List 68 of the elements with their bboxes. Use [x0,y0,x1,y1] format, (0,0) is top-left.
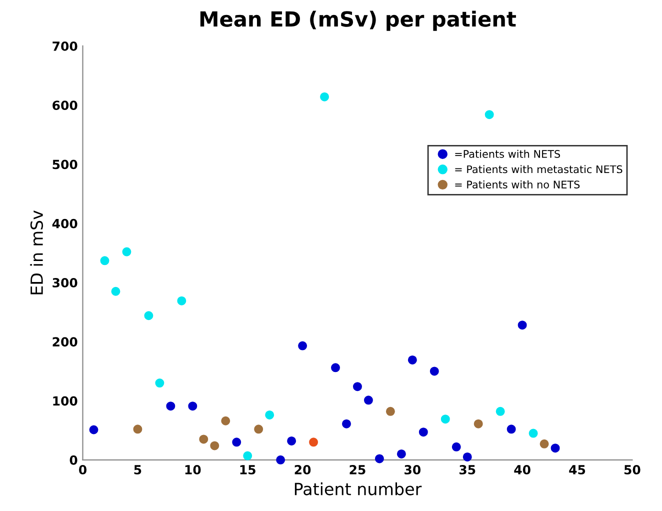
point [342,419,351,428]
point [440,414,450,424]
point [331,363,340,372]
point [352,382,362,392]
point [89,425,98,434]
point [210,441,220,450]
point [396,449,406,458]
point [386,406,395,416]
point [177,296,186,306]
x-tick-label: 10 [185,464,201,474]
point [320,92,330,102]
point [298,341,308,350]
x-tick-label: 15 [240,465,256,474]
point [408,355,417,364]
point [287,436,296,446]
y-tick-label: 500 [52,160,78,170]
point [484,110,494,120]
x-tick-label: 20 [294,464,311,474]
x-tick-label: 40 [514,464,530,474]
point [474,419,483,428]
point [221,416,230,426]
x-tick-label: 45 [569,465,586,474]
y-tick-label: 100 [53,396,78,406]
point [364,396,373,405]
point [506,424,516,434]
point [418,428,428,437]
point [199,434,208,444]
x-tick-label: 35 [460,464,476,474]
point [430,366,439,376]
point [276,455,286,464]
y-tick-label: 300 [52,278,78,288]
x-tick-label: 30 [404,464,421,474]
legend-label: = Patients with no NETS [455,180,580,188]
legend-label: =Patients with NETS [455,150,560,158]
point [528,428,538,438]
point [232,438,242,447]
legend-label: = Patients with metastatic NETS [455,165,622,174]
y-tick-label: 0 [70,455,78,465]
point [100,256,110,266]
point [496,406,505,416]
point [144,311,154,320]
y-axis-title: ED in mSv [30,210,44,294]
point [518,320,527,330]
point [243,451,252,460]
y-tick-label: 200 [52,337,78,347]
chart-title: Mean ED (mSv) per patient [200,10,516,31]
point [309,438,318,447]
y-tick-label: 400 [52,218,78,228]
point [111,286,120,296]
point [133,424,142,434]
x-axis-title: Patient number [294,482,422,496]
point [155,378,164,388]
point [254,424,264,434]
point [452,442,461,452]
point [188,402,198,411]
x-tick-label: 25 [350,464,366,474]
y-tick-label: 600 [52,100,78,110]
y-tick-label: 700 [52,41,78,51]
point [122,247,132,256]
x-tick-label: 0 [79,464,86,474]
point [265,410,274,420]
point [540,439,549,448]
x-tick-label: 50 [624,464,640,474]
point [166,402,176,411]
point [462,452,472,462]
point [374,454,384,464]
x-tick-label: 5 [134,465,142,474]
point [550,444,560,453]
